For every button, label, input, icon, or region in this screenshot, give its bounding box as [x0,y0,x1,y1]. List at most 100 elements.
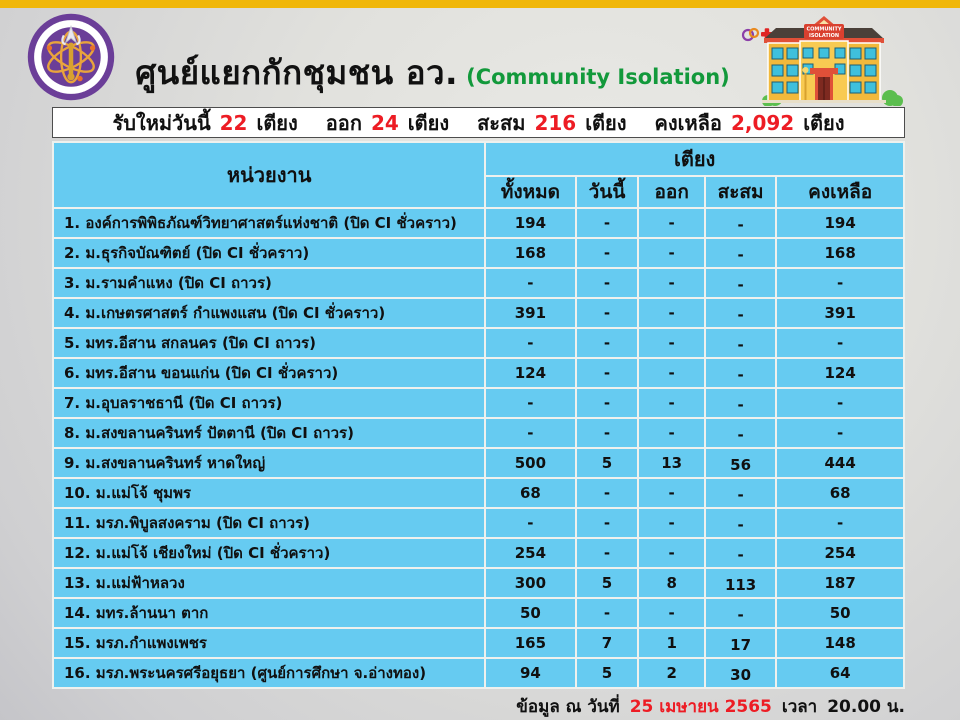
table-row: 13. ม.แม่ฟ้าหลวง 300 5 8 113 187 [51,567,905,599]
footer-time-label: เวลา [781,697,818,717]
beds-out: - [637,417,706,449]
table-row: 5. มทร.อีสาน สกลนคร (ปิด CI ถาวร) - - - … [51,327,905,359]
beds-cumulative: 56 [703,447,778,479]
summary-out-label: ออก [325,110,362,135]
org-name: 15. มรภ.กำแพงเพชร [51,627,487,659]
beds-out: 2 [637,657,706,689]
beds-today: - [574,477,640,509]
beds-total: - [484,267,577,299]
beds-cumulative: - [703,507,778,539]
beds-today: 7 [574,627,640,659]
table-row: 7. ม.อุบลราชธานี (ปิด CI ถาวร) - - - - - [51,387,905,419]
building-illustration-icon: COMMUNITY ISOLATION [738,12,910,107]
summary-bar: รับใหม่วันนี้ 22 เตียง ออก 24 เตียง สะสม… [52,107,905,138]
beds-out: - [637,357,706,389]
table-row: 3. ม.รามคำแหง (ปิด CI ถาวร) - - - - - [51,267,905,299]
beds-today: - [574,207,640,239]
beds-remaining: - [775,507,905,539]
org-name: 4. ม.เกษตรศาสตร์ กำแพงแสน (ปิด CI ชั่วคร… [51,297,487,329]
table-row: 1. องค์การพิพิธภัณฑ์วิทยาศาสตร์แห่งชาติ … [51,207,905,239]
beds-out: - [637,507,706,539]
beds-today: - [574,417,640,449]
beds-total: 194 [484,207,577,239]
beds-total: 168 [484,237,577,269]
footer-time: 20.00 น. [827,697,905,717]
beds-out: - [637,327,706,359]
beds-cumulative: - [703,207,778,239]
footer-prefix: ข้อมูล ณ วันที่ [516,697,620,717]
org-name: 10. ม.แม่โจ้ ชุมพร [51,477,487,509]
beds-cumulative: - [703,237,778,269]
beds-total: 300 [484,567,577,599]
org-name: 14. มทร.ล้านนา ตาก [51,597,487,629]
org-name: 9. ม.สงขลานครินทร์ หาดใหญ่ [51,447,487,479]
building-sign-line1: COMMUNITY [806,27,841,33]
summary-out-value: 24 [370,110,399,135]
beds-today: 5 [574,657,640,689]
beds-remaining: 68 [775,477,905,509]
beds-today: - [574,237,640,269]
beds-total: - [484,327,577,359]
beds-remaining: - [775,267,905,299]
mhesi-logo-icon [26,12,116,102]
beds-total: 254 [484,537,577,569]
table-row: 8. ม.สงขลานครินทร์ ปัตตานี (ปิด CI ถาวร)… [51,417,905,449]
beds-total: 68 [484,477,577,509]
beds-today: - [574,597,640,629]
summary-remaining-unit: เตียง [803,110,845,135]
beds-out: - [637,597,706,629]
summary-cumulative-unit: เตียง [585,110,627,135]
col-header-out: ออก [637,175,706,209]
summary-cumulative-value: 216 [534,110,577,135]
table-row: 10. ม.แม่โจ้ ชุมพร 68 - - - 68 [51,477,905,509]
beds-total: 124 [484,357,577,389]
footer-date: 25 เมษายน 2565 [629,697,772,717]
beds-today: - [574,387,640,419]
beds-cumulative: 30 [703,657,778,689]
beds-today: 5 [574,567,640,599]
org-name: 12. ม.แม่โจ้ เชียงใหม่ (ปิด CI ชั่วคราว) [51,537,487,569]
table-row: 6. มทร.อีสาน ขอนแก่น (ปิด CI ชั่วคราว) 1… [51,357,905,389]
summary-remaining-value: 2,092 [730,110,795,135]
title-english: (Community Isolation) [466,65,730,89]
summary-new-label: รับใหม่วันนี้ [112,110,211,135]
top-accent-bar [0,0,960,8]
beds-today: - [574,507,640,539]
beds-today: - [574,537,640,569]
beds-total: 391 [484,297,577,329]
beds-out: - [637,477,706,509]
beds-out: - [637,387,706,419]
beds-cumulative: - [703,537,778,569]
beds-out: - [637,267,706,299]
summary-new-value: 22 [219,110,248,135]
beds-total: 165 [484,627,577,659]
beds-out: - [637,237,706,269]
summary-cumulative: สะสม 216 เตียง [477,107,626,139]
beds-out: 8 [637,567,706,599]
org-name: 3. ม.รามคำแหง (ปิด CI ถาวร) [51,267,487,299]
beds-out: - [637,207,706,239]
col-header-cumulative: สะสม [703,175,778,209]
title-thai: ศูนย์แยกกักชุมชน อว. [135,53,459,92]
beds-cumulative: 113 [703,567,778,599]
beds-total: - [484,507,577,539]
beds-total: - [484,387,577,419]
beds-total: - [484,417,577,449]
table-row: 14. มทร.ล้านนา ตาก 50 - - - 50 [51,597,905,629]
beds-out: - [637,537,706,569]
beds-remaining: 194 [775,207,905,239]
col-header-today: วันนี้ [574,175,640,209]
summary-cumulative-label: สะสม [477,110,526,135]
summary-remaining: คงเหลือ 2,092 เตียง [655,107,845,139]
beds-remaining: 187 [775,567,905,599]
org-name: 7. ม.อุบลราชธานี (ปิด CI ถาวร) [51,387,487,419]
beds-total: 500 [484,447,577,479]
beds-remaining: 124 [775,357,905,389]
beds-remaining: - [775,387,905,419]
beds-cumulative: - [703,387,778,419]
beds-today: 5 [574,447,640,479]
org-name: 6. มทร.อีสาน ขอนแก่น (ปิด CI ชั่วคราว) [51,357,487,389]
org-name: 11. มรภ.พิบูลสงคราม (ปิด CI ถาวร) [51,507,487,539]
page-title: ศูนย์แยกกักชุมชน อว. (Community Isolation… [125,46,740,99]
